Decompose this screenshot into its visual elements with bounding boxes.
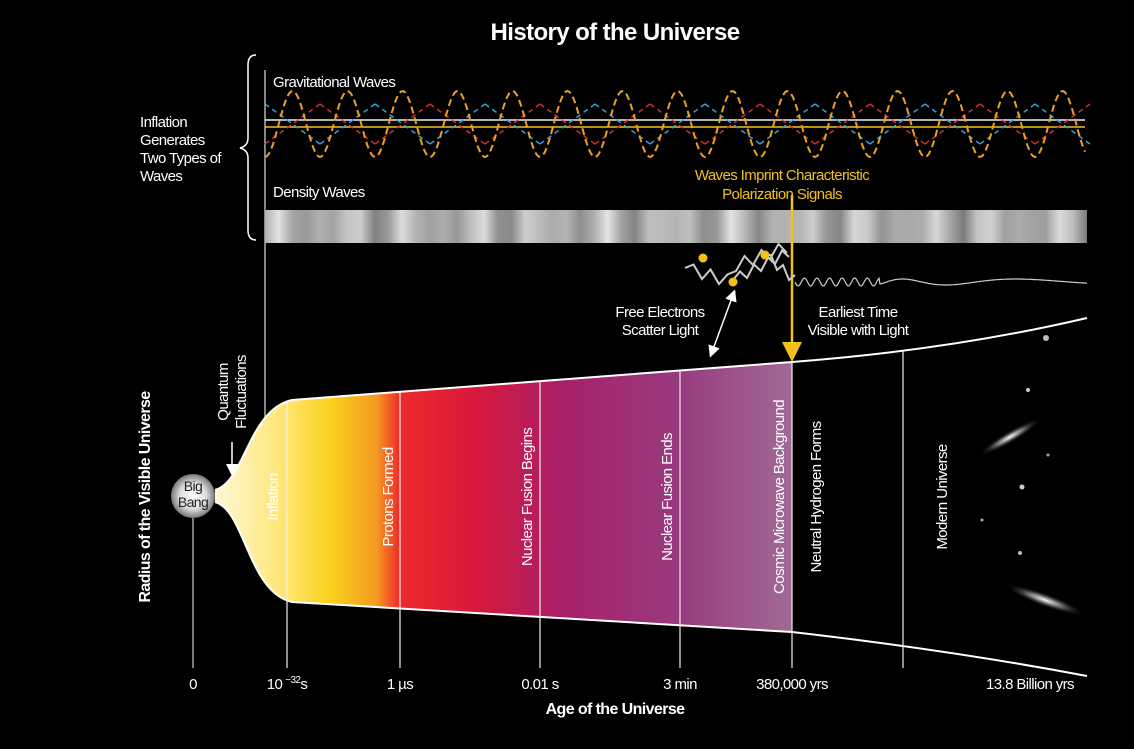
- text-line: Big: [184, 478, 202, 494]
- earliest-note: Earliest Time Visible with Light: [808, 304, 910, 339]
- note: Inflation Generates Two Types of Waves: [140, 114, 222, 185]
- text-line: Fluctuations: [233, 355, 250, 429]
- star: [1046, 453, 1050, 457]
- galaxy: [1005, 584, 1085, 616]
- era-label: Inflation: [265, 473, 282, 520]
- tick-unit: s: [300, 676, 307, 693]
- text-line: Visible with Light: [808, 322, 910, 339]
- x-tick-label: 3 min: [663, 676, 697, 693]
- electron: [728, 277, 738, 287]
- wave: [264, 103, 1091, 145]
- star: [1043, 335, 1049, 341]
- text-line: Bang: [178, 494, 208, 510]
- star: [1026, 388, 1030, 392]
- brace: [239, 54, 257, 241]
- star: [1019, 484, 1025, 490]
- star: [1018, 551, 1022, 555]
- text-line: Generates: [140, 132, 205, 149]
- big-bang: [171, 474, 215, 518]
- spring: [684, 242, 788, 286]
- era-label: Protons Formed: [380, 447, 397, 546]
- quantum-note: QuantumFluctuations: [215, 355, 250, 429]
- galaxies: [978, 335, 1085, 616]
- scatter-arrow: [708, 289, 737, 358]
- x-tick-label: 0: [189, 676, 197, 693]
- y-axis-label: Radius of the Visible Universe: [137, 391, 154, 603]
- era-label: Modern Universe: [934, 444, 951, 549]
- funnel-edge: [214, 317, 1088, 491]
- x-tick-label: 380,000 yrs: [756, 676, 828, 693]
- electron: [760, 250, 770, 260]
- x-tick-label: 0.01 s: [521, 676, 558, 693]
- wave: [264, 103, 1091, 145]
- era-label: Nuclear Fusion Begins: [519, 428, 536, 566]
- x-axis-label: Age of the Universe: [546, 701, 686, 718]
- polarization-note: Waves Imprint Characteristic Polarization…: [695, 167, 870, 203]
- scatter-note: Free Electrons Scatter Light: [615, 304, 704, 339]
- gravitational-wave-drawing: [264, 90, 1091, 159]
- era-label: Neutral Hydrogen Forms: [808, 421, 825, 572]
- density-band: [265, 210, 1087, 243]
- text-line: Two Types of: [140, 150, 222, 167]
- spring: [765, 254, 796, 282]
- tick-base: 10: [267, 676, 283, 693]
- tick-exponent: −32: [285, 675, 301, 686]
- x-tick-label: 10 −32s: [267, 675, 308, 693]
- text-line: Scatter Light: [622, 322, 700, 339]
- wave: [264, 90, 1086, 159]
- electron-scatter: [684, 242, 1088, 287]
- star: [980, 518, 984, 522]
- x-tick-label: 13.8 Billion yrs: [986, 676, 1074, 693]
- big-bang-label: Big Bang: [178, 478, 208, 510]
- galaxy: [978, 418, 1042, 456]
- wave-label: Density Waves: [273, 184, 365, 201]
- era-label: Cosmic Microwave Background: [771, 400, 788, 594]
- text-line: Waves: [140, 168, 182, 185]
- text-line: Waves Imprint Characteristic: [695, 167, 870, 184]
- electron: [698, 253, 708, 263]
- x-tick-label: 1 µs: [387, 676, 413, 693]
- wave-label: Gravitational Waves: [273, 74, 395, 91]
- universe-funnel: [215, 362, 792, 632]
- era-label: Nuclear Fusion Ends: [659, 433, 676, 561]
- text-line: Quantum: [215, 363, 232, 421]
- text-line: Polarization Signals: [722, 186, 842, 203]
- text-line: Free Electrons: [615, 304, 704, 321]
- spring: [732, 248, 790, 281]
- title: History of the Universe: [491, 19, 740, 46]
- text-line: Inflation: [140, 114, 187, 131]
- text-line: Earliest Time: [819, 304, 898, 321]
- light-wave: [794, 276, 1088, 287]
- funnel-edge: [214, 501, 1088, 677]
